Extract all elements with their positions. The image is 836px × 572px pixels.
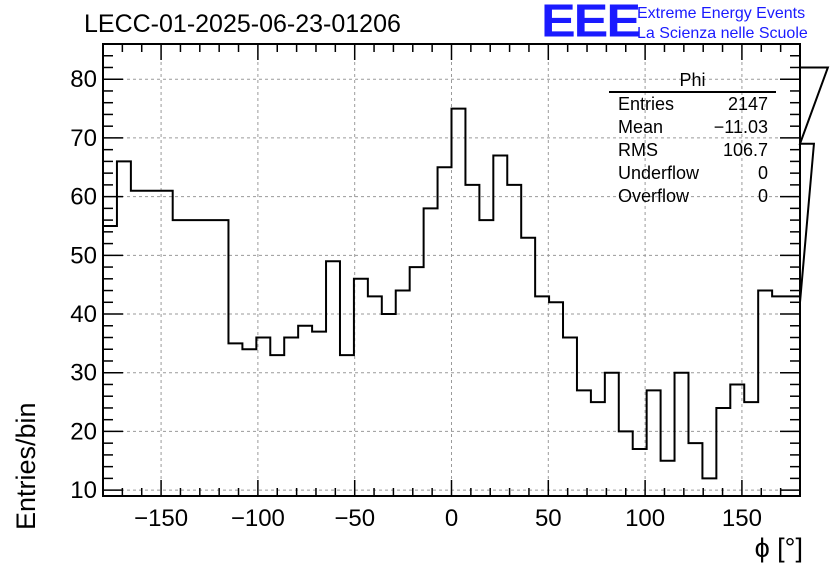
stats-value: 0 [757,163,768,183]
stats-box: Phi Entries 2147 Mean −11.03 RMS 106.7 Unde… [609,70,776,208]
stats-value: −11.03 [713,117,768,137]
y-axis-label: Entries/bin [11,402,41,530]
x-tick-label: 150 [722,505,762,532]
logo-text-line1: Extreme Energy Events [637,5,806,22]
y-tick-label: 70 [70,125,97,152]
stats-label: Entries [618,94,675,114]
y-tick-label: 10 [70,477,97,504]
logo-text-line2: La Scienza nelle Scuole [637,25,808,42]
eee-logo: EEE [541,0,641,48]
stats-value: 0 [757,186,768,206]
stats-value: 2147 [727,94,768,114]
x-tick-label: 0 [445,505,458,532]
stats-row-mean: Mean −11.03 [609,116,776,139]
stats-label: RMS [618,140,658,160]
y-tick-label: 80 [70,66,97,93]
y-tick-label: 60 [70,184,97,211]
stats-row-overflow: Overflow 0 [609,185,776,208]
stats-value: 106.7 [722,140,768,160]
stats-title: Phi [609,70,776,93]
tick-labels: −150 −100 −50 0 50 100 150 10 20 30 40 50 60 70 80 [70,66,762,532]
x-axis-label: ϕ [°] [754,533,803,563]
chart-title: LECC-01-2025-06-23-01206 [84,10,401,38]
x-tick-label: 50 [535,505,562,532]
stats-row-entries: Entries 2147 [609,93,776,116]
x-tick-label: −100 [231,505,285,532]
y-tick-label: 40 [70,301,97,328]
stats-label: Overflow [618,186,690,206]
x-tick-label: −50 [334,505,375,532]
axis-ticks [102,44,801,496]
histogram-line [103,66,830,480]
y-tick-label: 50 [70,242,97,269]
y-tick-label: 20 [70,418,97,445]
stats-label: Underflow [618,163,700,183]
y-tick-label: 30 [70,360,97,387]
stats-label: Mean [618,117,664,137]
stats-row-underflow: Underflow 0 [609,162,776,185]
x-tick-label: −150 [134,505,188,532]
stats-row-rms: RMS 106.7 [609,139,776,162]
x-tick-label: 100 [625,505,665,532]
